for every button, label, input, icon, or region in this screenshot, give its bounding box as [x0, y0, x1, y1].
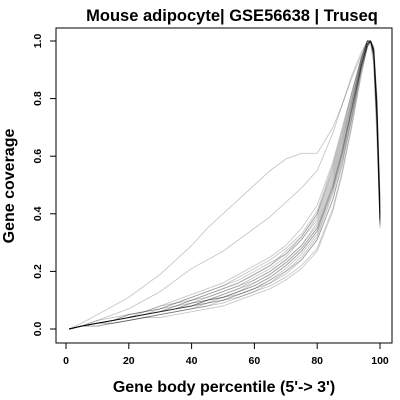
series-line-18 [68, 40, 381, 330]
series-line-6 [68, 40, 381, 330]
y-axis: 0.0 0.2 0.4 0.6 0.8 1.0 [32, 34, 56, 337]
series-line-20 [68, 40, 381, 330]
series-group [68, 40, 381, 330]
series-line-11 [68, 40, 381, 330]
series-line-10 [68, 40, 381, 330]
y-axis-label: Gene coverage [1, 129, 18, 244]
x-axis-label: Gene body percentile (5'-> 3') [113, 379, 335, 396]
x-tick-label: 60 [249, 355, 261, 367]
chart-title: Mouse adipocyte| GSE56638 | Truseq [86, 7, 378, 25]
y-tick-label: 0.4 [32, 206, 44, 221]
y-tick-label: 0.2 [32, 264, 44, 279]
series-line-19 [68, 40, 381, 330]
series-line-15 [68, 40, 381, 330]
x-tick-label: 20 [123, 355, 135, 367]
series-line-16 [68, 40, 381, 330]
x-axis: 0 20 40 60 80 100 [63, 343, 389, 367]
series-line-14 [68, 40, 381, 330]
x-tick-label: 40 [186, 355, 198, 367]
y-tick-label: 0.0 [32, 322, 44, 337]
y-tick-label: 0.8 [32, 91, 44, 106]
x-tick-label: 80 [311, 355, 323, 367]
series-line-2 [68, 40, 381, 330]
series-line-7 [68, 40, 381, 330]
series-line-13 [68, 40, 381, 330]
y-tick-label: 1.0 [32, 34, 44, 49]
y-tick-label: 0.6 [32, 149, 44, 164]
series-line-4 [68, 40, 381, 330]
x-tick-label: 0 [63, 355, 69, 367]
series-line-1 [68, 40, 381, 330]
plot-frame [55, 27, 393, 344]
series-line-5 [68, 40, 381, 330]
series-line-8 [68, 40, 381, 330]
series-line-12 [68, 40, 381, 330]
series-line-17 [68, 40, 381, 330]
series-line-9 [68, 40, 381, 330]
series-line-3 [68, 40, 381, 330]
x-tick-label: 100 [371, 355, 389, 367]
